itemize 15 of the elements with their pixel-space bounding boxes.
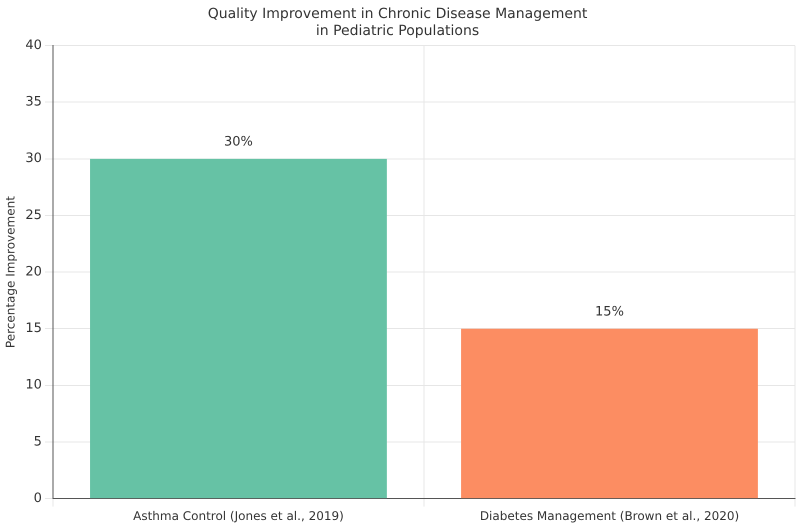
y-tick-label: 40	[25, 38, 42, 53]
data-label: 15%	[595, 304, 624, 320]
chart-title: Quality Improvement in Chronic Disease Management in Pediatric Populations	[208, 6, 588, 39]
x-tick-label: Diabetes Management (Brown et al., 2020)	[480, 508, 740, 523]
y-tick-label: 30	[25, 151, 42, 166]
x-tick-label: Asthma Control (Jones et al., 2019)	[133, 508, 344, 523]
y-tick-label: 35	[25, 94, 42, 110]
y-tick-label: 25	[25, 208, 42, 223]
data-label: 30%	[224, 134, 253, 150]
y-tick-label: 5	[34, 434, 42, 450]
y-tick-label: 0	[34, 490, 42, 506]
y-tick-label: 20	[25, 264, 42, 280]
y-tick-label: 10	[25, 378, 42, 393]
y-axis-title: Percentage Improvement	[3, 196, 18, 348]
y-tick-label: 15	[25, 321, 42, 336]
